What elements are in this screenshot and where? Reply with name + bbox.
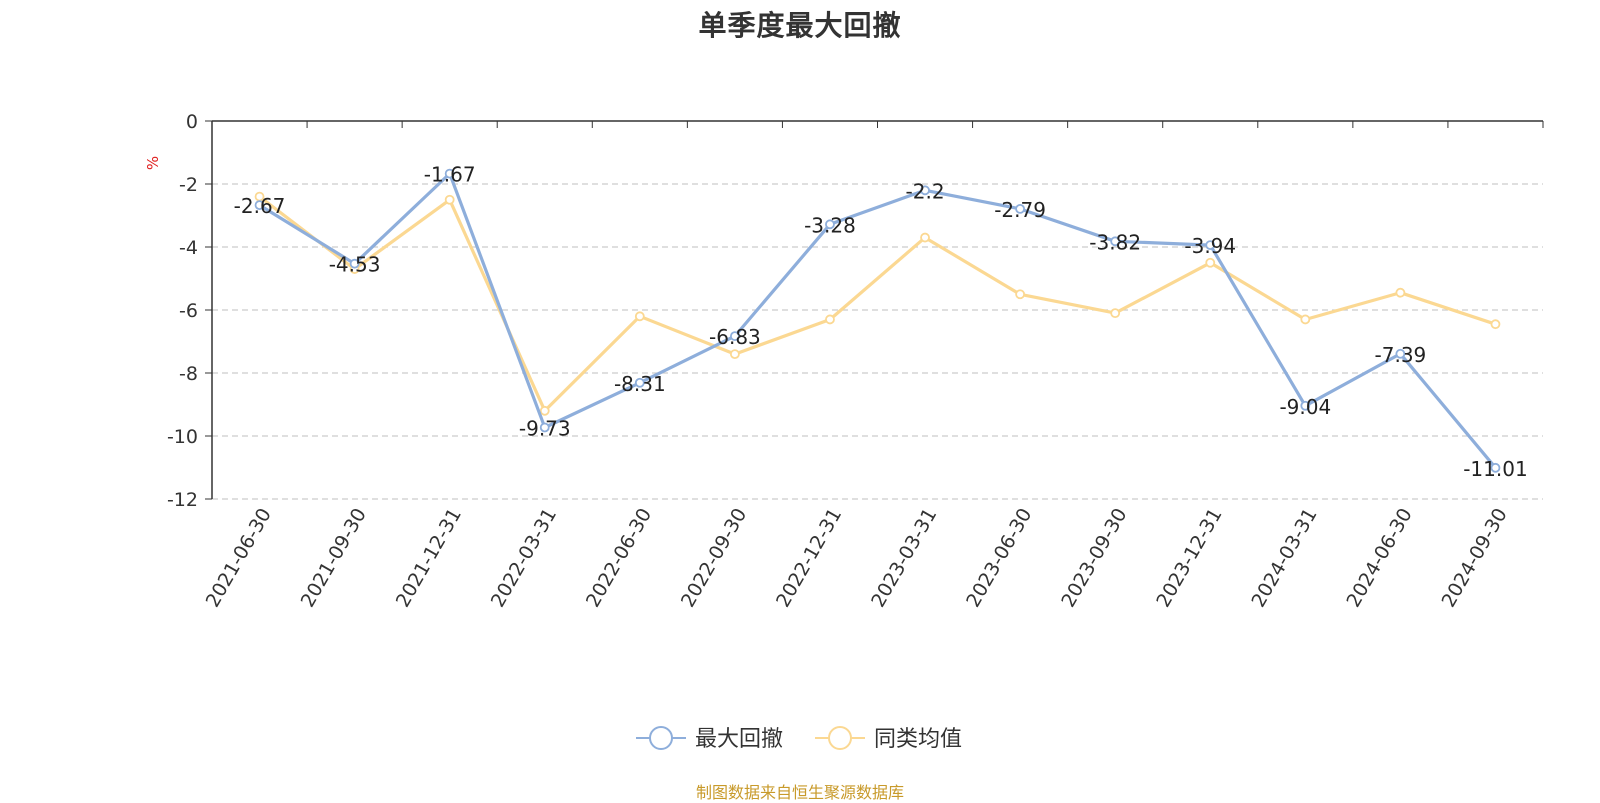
x-tick-label: 2022-06-30 <box>582 505 656 612</box>
data-point <box>1300 400 1311 411</box>
data-label: -9.04 <box>1279 395 1331 419</box>
x-tick-label: 2021-12-31 <box>392 505 466 612</box>
x-tick-label: 2022-12-31 <box>772 505 846 612</box>
chart-title: 单季度最大回撤 <box>698 9 902 42</box>
data-label: -2.67 <box>234 194 286 218</box>
y-tick-label: -4 <box>179 237 198 259</box>
data-label: -7.39 <box>1375 343 1427 367</box>
data-label: -3.82 <box>1089 230 1141 254</box>
y-tick-label: -6 <box>179 300 198 322</box>
data-point <box>920 185 930 196</box>
y-tick-label: 0 <box>186 111 198 133</box>
y-tick-label: -12 <box>167 489 198 511</box>
y-axis-label: % <box>144 156 162 170</box>
data-point <box>1110 236 1121 247</box>
x-tick-label: 2024-06-30 <box>1342 505 1416 612</box>
data-label: -9.73 <box>519 416 571 440</box>
x-tick-label: 2023-09-30 <box>1057 505 1131 612</box>
legend: 最大回撤 同类均值 <box>636 726 962 752</box>
data-label: -6.83 <box>709 325 761 349</box>
data-point <box>444 168 455 179</box>
x-tick-label: 2023-03-31 <box>867 505 941 612</box>
data-point <box>349 258 360 269</box>
data-point <box>634 377 645 388</box>
legend-label: 同类均值 <box>874 727 962 752</box>
data-label: -3.28 <box>804 213 856 237</box>
data-point <box>634 311 645 322</box>
data-label: -2.79 <box>994 198 1046 222</box>
data-point <box>1395 348 1406 359</box>
x-tick-label: 2021-06-30 <box>202 505 276 612</box>
data-point <box>729 331 740 342</box>
data-label: -2.2 <box>906 179 945 203</box>
legend-marker <box>649 726 673 750</box>
legend-marker <box>828 726 852 750</box>
x-tick-label: 2022-09-30 <box>677 505 751 612</box>
legend-item[interactable]: 同类均值 <box>815 726 962 752</box>
series-line <box>257 195 1498 413</box>
y-tick-label: -8 <box>179 363 198 385</box>
x-tick-label: 2023-06-30 <box>962 505 1036 612</box>
data-point <box>1015 203 1026 214</box>
legend-item[interactable]: 最大回撤 <box>636 726 783 752</box>
y-tick-label: -10 <box>167 426 198 448</box>
data-label: -11.01 <box>1463 457 1527 481</box>
data-point <box>1300 314 1311 325</box>
x-tick-label: 2023-12-31 <box>1152 505 1226 612</box>
data-point <box>825 219 835 230</box>
x-tick-label: 2024-09-30 <box>1438 505 1512 612</box>
data-point <box>1490 319 1501 330</box>
data-point <box>254 200 265 211</box>
data-point <box>1205 257 1216 268</box>
data-point <box>1015 289 1026 300</box>
data-label: -8.31 <box>614 372 666 396</box>
data-point <box>1110 308 1121 319</box>
data-point <box>444 194 455 205</box>
legend-label: 最大回撤 <box>695 727 783 752</box>
data-point <box>1205 240 1216 251</box>
data-point <box>539 422 550 433</box>
data-point <box>825 314 835 325</box>
data-point <box>729 349 740 360</box>
data-label: -3.94 <box>1184 234 1236 258</box>
x-tick-label: 2022-03-31 <box>487 505 561 612</box>
x-tick-label: 2024-03-31 <box>1247 505 1321 612</box>
data-point <box>1490 462 1501 473</box>
source-note: 制图数据来自恒生聚源数据库 <box>695 783 904 802</box>
data-point <box>1395 287 1406 298</box>
data-label: -1.67 <box>424 163 476 187</box>
data-point <box>539 405 550 416</box>
y-tick-label: -2 <box>179 174 198 196</box>
data-point <box>920 232 930 243</box>
data-label: -4.53 <box>329 253 381 277</box>
x-tick-label: 2021-09-30 <box>297 505 371 612</box>
series-line <box>257 172 1498 470</box>
